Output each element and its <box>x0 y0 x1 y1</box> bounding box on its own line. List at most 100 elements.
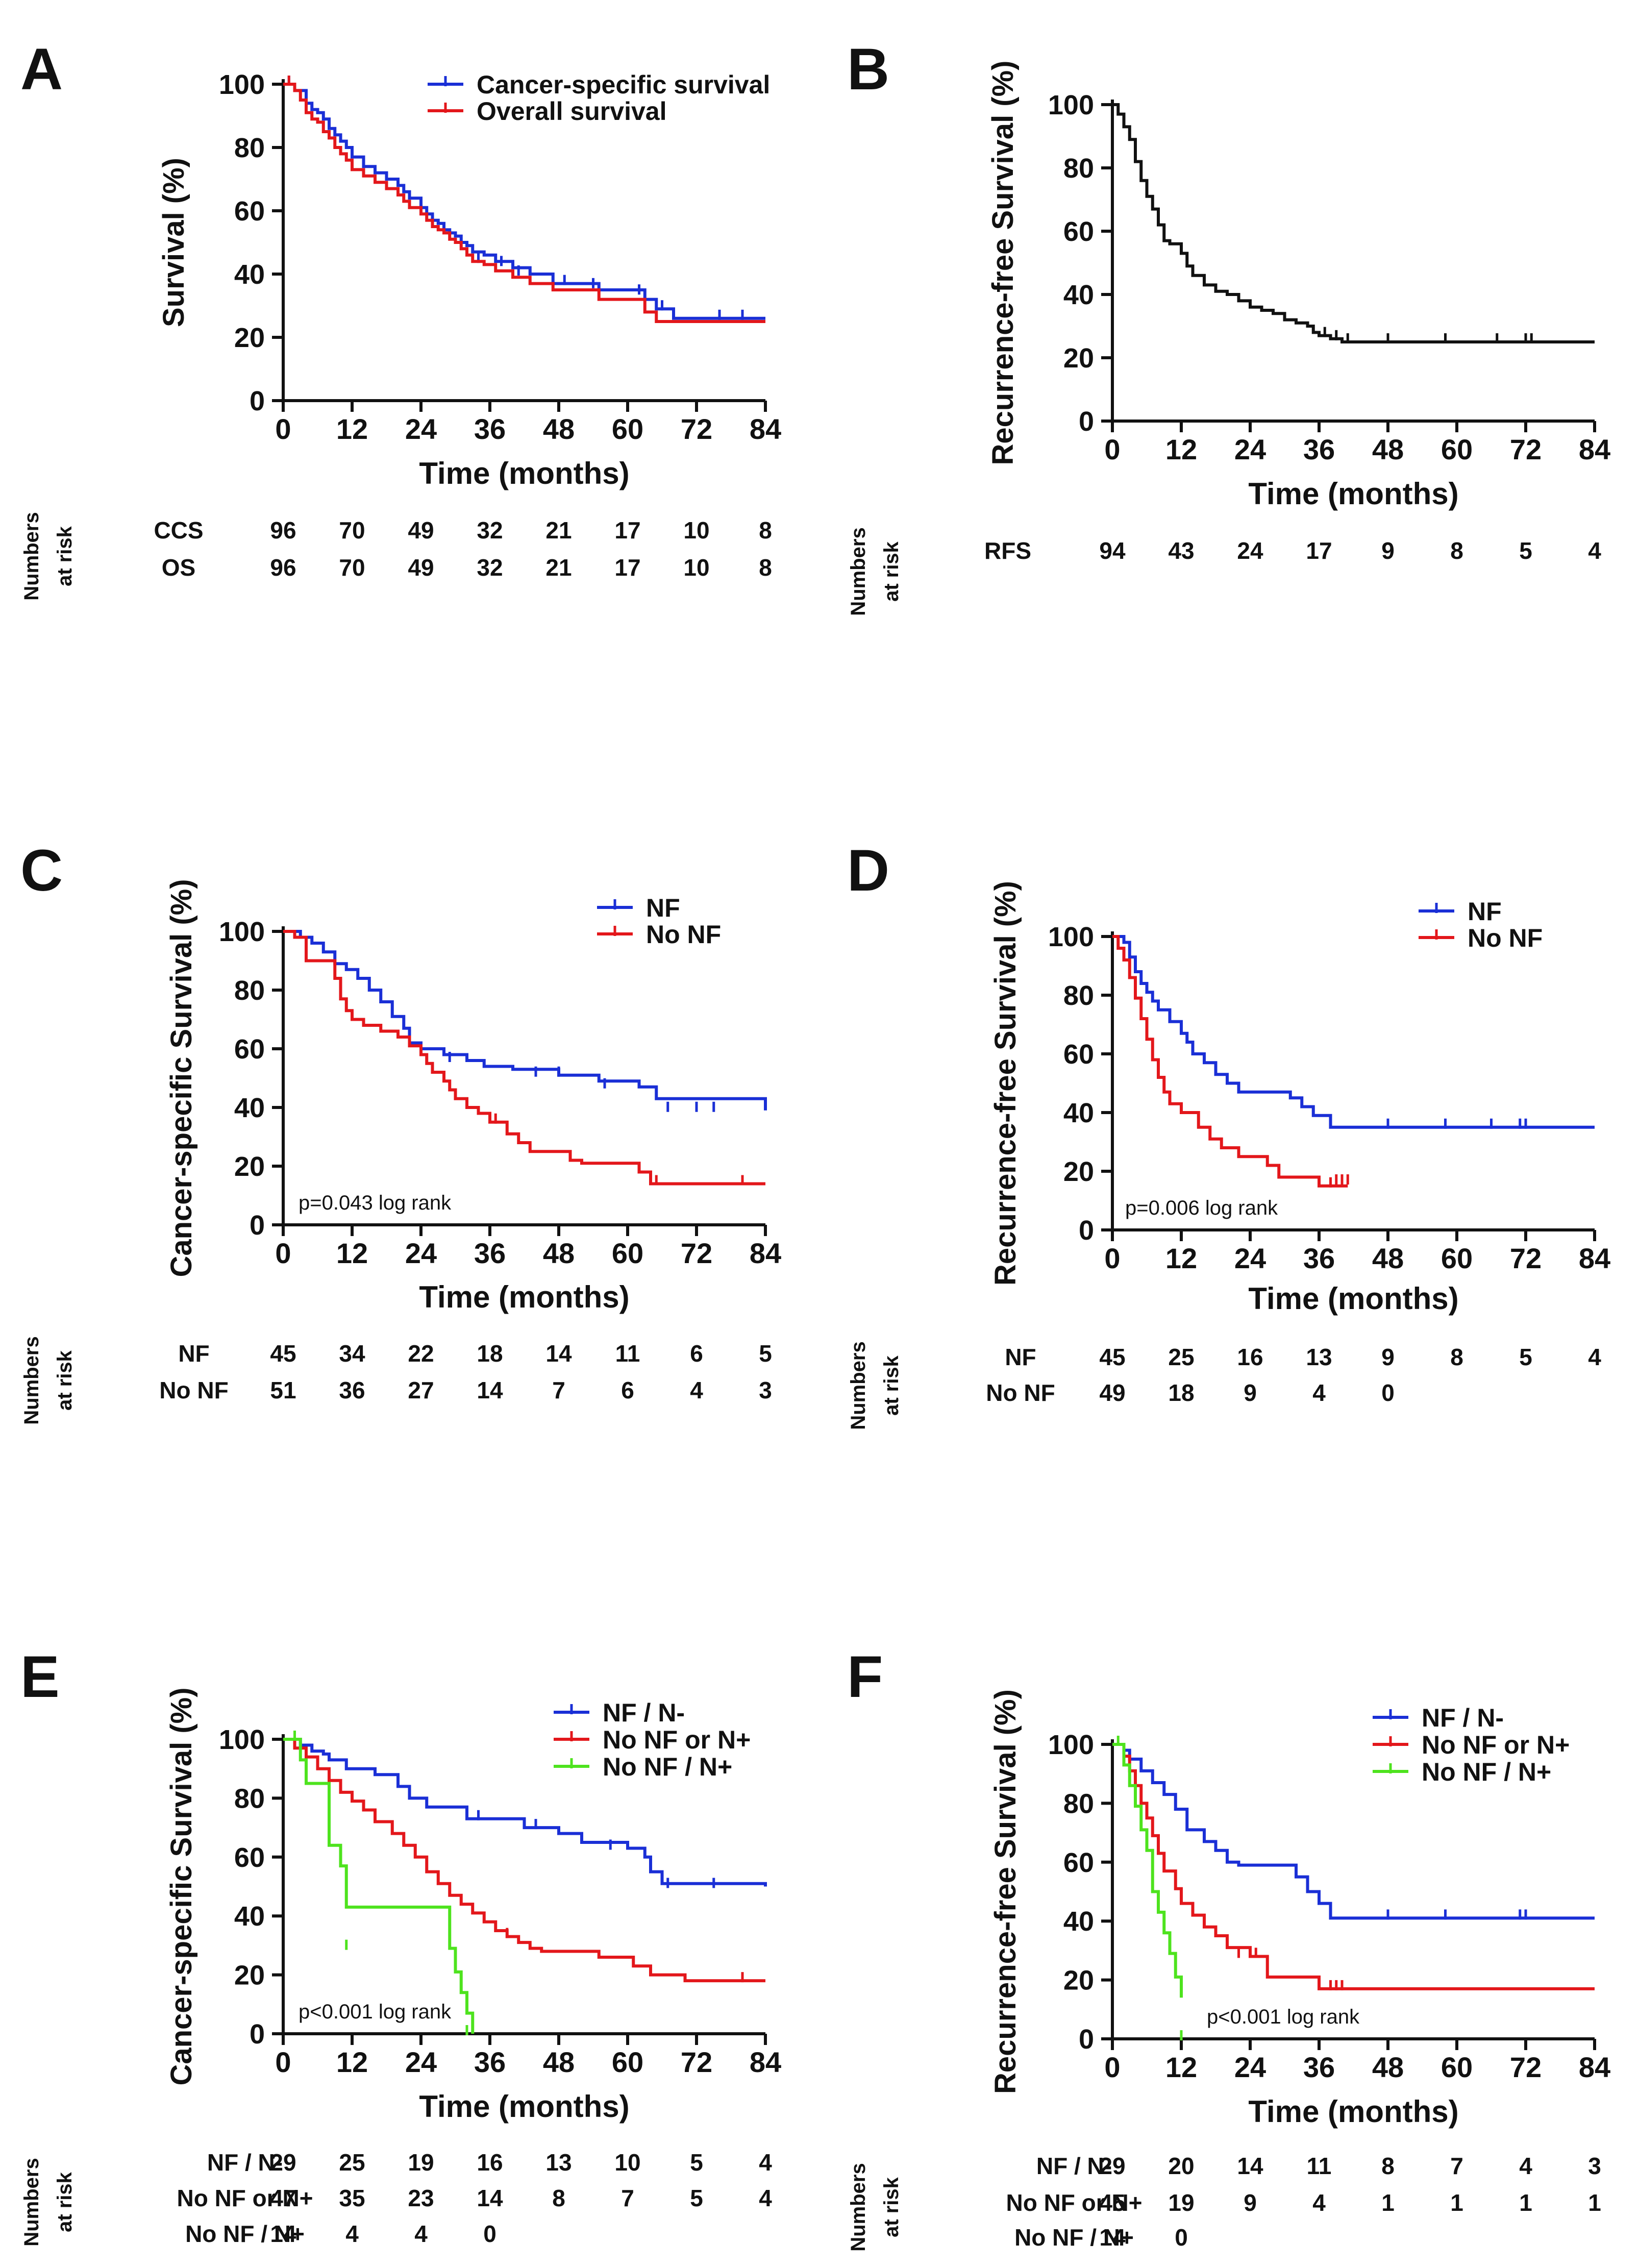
y-tick-label: 40 <box>234 1093 265 1123</box>
risk-value: 6 <box>621 1377 634 1403</box>
risk-value: 29 <box>270 2149 296 2176</box>
risk-value: 3 <box>1588 2153 1601 2179</box>
x-tick-label: 12 <box>1165 2051 1197 2083</box>
risk-value: 45 <box>270 1340 296 1367</box>
y-tick-label: 0 <box>250 386 265 416</box>
legend-label: NF / N- <box>1422 1704 1504 1732</box>
x-tick-label: 72 <box>681 1237 712 1269</box>
y-tick-label: 80 <box>234 975 265 1006</box>
risk-value: 1 <box>1381 2189 1395 2216</box>
risk-value: 19 <box>408 2149 434 2176</box>
legend-label: No NF <box>646 920 721 949</box>
x-tick-label: 12 <box>336 413 368 445</box>
y-tick-label: 0 <box>250 2019 265 2050</box>
risk-value: 49 <box>408 517 434 544</box>
y-axis-title: Cancer-specific Survival (%) <box>165 879 198 1277</box>
x-tick-label: 24 <box>405 2046 437 2078</box>
risk-side-label: Numbers <box>20 1336 43 1424</box>
risk-value: 16 <box>477 2149 503 2176</box>
y-tick-label: 60 <box>1063 216 1094 247</box>
pvalue-annotation: p=0.006 log rank <box>1125 1197 1278 1219</box>
risk-side-label: Numbers <box>847 2163 870 2251</box>
series-line-no-nf-n- <box>1112 1743 1183 1998</box>
risk-value: 96 <box>270 517 296 544</box>
x-tick-label: 0 <box>1104 433 1120 465</box>
risk-value: 11 <box>615 1340 640 1367</box>
x-tick-label: 36 <box>474 2046 506 2078</box>
risk-row-label: NF / N- <box>1036 2153 1112 2179</box>
risk-value: 9 <box>1244 1379 1257 1406</box>
series-line-recurrence-free-survival <box>1112 103 1595 343</box>
x-tick-label: 72 <box>681 413 712 445</box>
risk-row-label: CCS <box>154 517 203 544</box>
x-tick-label: 0 <box>275 1237 291 1269</box>
risk-value: 19 <box>1168 2189 1194 2216</box>
x-tick-label: 0 <box>275 413 291 445</box>
risk-value: 21 <box>545 517 572 544</box>
risk-value: 45 <box>1099 1344 1125 1370</box>
x-tick-label: 12 <box>336 1237 368 1269</box>
y-tick-label: 100 <box>1048 90 1094 120</box>
y-tick-label: 0 <box>1079 1215 1094 1246</box>
risk-value: 4 <box>1312 1379 1326 1406</box>
x-axis-title: Time (months) <box>1248 477 1458 511</box>
x-tick-label: 48 <box>1372 1242 1404 1274</box>
risk-value: 17 <box>1306 537 1332 564</box>
legend-label: NF <box>1468 897 1502 926</box>
risk-value: 4 <box>759 2149 772 2176</box>
risk-value: 96 <box>270 554 296 581</box>
risk-value: 4 <box>759 2185 772 2211</box>
series-line-no-nf-or-n- <box>1112 1743 1595 1990</box>
legend-label: No NF or N+ <box>603 1725 751 1754</box>
x-tick-label: 60 <box>612 1237 643 1269</box>
series-line-nf-n- <box>1112 1743 1595 1920</box>
x-tick-label: 60 <box>612 2046 643 2078</box>
risk-value: 14 <box>1237 2153 1263 2179</box>
y-tick-label: 20 <box>234 323 265 353</box>
y-axis-title: Recurrence-free Survival (%) <box>986 61 1020 465</box>
risk-value: 5 <box>1519 1344 1532 1370</box>
pvalue-annotation: p<0.001 log rank <box>1207 2006 1360 2028</box>
x-axis-title: Time (months) <box>419 2089 629 2124</box>
y-tick-label: 40 <box>234 1901 265 1932</box>
risk-row-label: NF <box>178 1340 209 1367</box>
x-tick-label: 84 <box>750 2046 781 2078</box>
risk-side-label: at risk <box>54 2172 76 2232</box>
y-tick-label: 20 <box>234 1960 265 1991</box>
risk-value: 49 <box>408 554 434 581</box>
y-tick-label: 0 <box>1079 2024 1094 2055</box>
y-tick-label: 0 <box>1079 406 1094 437</box>
x-tick-label: 60 <box>1441 2051 1473 2083</box>
risk-value: 17 <box>614 517 640 544</box>
x-tick-label: 36 <box>474 1237 506 1269</box>
x-tick-label: 24 <box>1234 1242 1266 1274</box>
risk-value: 4 <box>1519 2153 1532 2179</box>
y-axis-title: Recurrence-free Survival (%) <box>989 881 1022 1286</box>
risk-side-label: at risk <box>54 1350 76 1411</box>
risk-value: 14 <box>477 2185 503 2211</box>
x-tick-label: 72 <box>1510 433 1542 465</box>
series-line-nf <box>1112 935 1595 1129</box>
risk-value: 8 <box>1450 1344 1463 1370</box>
series-line-cancer-specific-survival <box>283 83 765 320</box>
y-tick-label: 0 <box>250 1210 265 1241</box>
risk-value: 8 <box>1381 2153 1395 2179</box>
x-tick-label: 48 <box>543 1237 575 1269</box>
risk-value: 10 <box>683 517 709 544</box>
risk-row-label: No NF or N+ <box>1006 2189 1142 2216</box>
y-tick-label: 40 <box>1063 1906 1094 1937</box>
y-tick-label: 20 <box>234 1151 265 1182</box>
x-tick-label: 48 <box>1372 433 1404 465</box>
risk-value: 32 <box>477 517 503 544</box>
risk-value: 8 <box>552 2185 565 2211</box>
risk-side-label: at risk <box>880 541 903 602</box>
panel-letter: E <box>20 1644 60 1710</box>
risk-value: 94 <box>1099 537 1126 564</box>
legend-label: NF / N- <box>603 1698 685 1727</box>
y-tick-label: 80 <box>1063 1788 1094 1819</box>
x-tick-label: 0 <box>1104 1242 1120 1274</box>
risk-value: 4 <box>345 2221 359 2247</box>
x-tick-label: 12 <box>336 2046 368 2078</box>
risk-value: 0 <box>1381 1379 1395 1406</box>
y-tick-label: 100 <box>1048 922 1094 952</box>
